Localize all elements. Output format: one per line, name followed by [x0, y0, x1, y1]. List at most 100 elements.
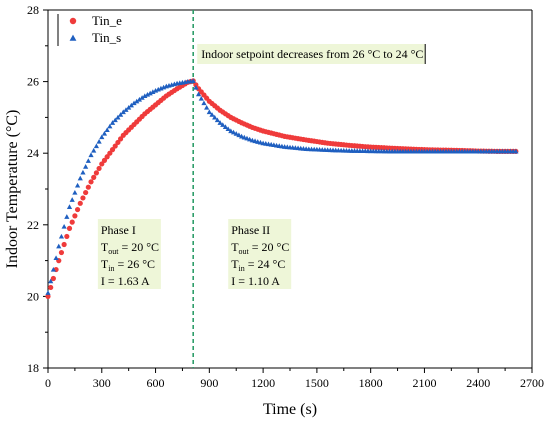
data-point-circle	[69, 219, 75, 225]
data-point-circle	[74, 206, 81, 213]
data-point-triangle	[96, 138, 102, 144]
data-point-triangle	[233, 131, 239, 136]
data-point-triangle	[56, 243, 62, 249]
phase-value: = 26 °C	[114, 257, 155, 271]
data-point-triangle	[209, 112, 215, 117]
phase-subscript: in	[108, 264, 114, 273]
data-point-circle	[193, 82, 199, 88]
legend-label: Tin_e	[92, 13, 122, 28]
data-point-circle	[88, 179, 94, 185]
data-point-triangle	[104, 127, 110, 133]
data-point-triangle	[50, 266, 56, 272]
data-point-circle	[112, 143, 118, 149]
data-point-triangle	[77, 175, 83, 181]
data-point-triangle	[48, 278, 54, 284]
data-point-triangle	[212, 114, 218, 120]
data-point-triangle	[93, 143, 99, 149]
legend-marker-circle	[69, 17, 77, 25]
y-tick-label: 24	[27, 146, 39, 160]
data-point-triangle	[198, 96, 204, 101]
y-tick-label: 20	[27, 289, 39, 303]
phase-value: = 1.63 A	[105, 274, 150, 288]
data-point-triangle	[80, 169, 86, 175]
data-point-triangle	[85, 158, 91, 163]
data-point-triangle	[115, 114, 121, 120]
annotation-box	[197, 44, 426, 64]
x-tick-label: 0	[45, 376, 51, 390]
data-point-circle	[101, 157, 108, 163]
data-point-triangle	[195, 91, 202, 97]
data-point-triangle	[201, 100, 207, 106]
phase-var: T	[101, 257, 109, 271]
annotation-text: Indoor setpoint decreases from 26 °C to …	[201, 47, 423, 61]
data-point-circle	[118, 136, 124, 142]
data-point-triangle	[230, 129, 237, 135]
data-point-triangle	[118, 112, 124, 117]
phase-subscript: out	[239, 247, 250, 256]
data-point-triangle	[120, 109, 126, 115]
x-tick-label: 1500	[305, 376, 329, 390]
data-point-triangle	[147, 90, 153, 96]
data-point-triangle	[225, 126, 231, 132]
y-tick-label: 26	[27, 75, 39, 89]
axis-ticks: 0 300 600 900 1200 1500 1800 2100 2400 2700 18 20 22…	[27, 3, 544, 390]
data-point-circle	[80, 195, 86, 201]
y-axis-title: Indoor Temperature (°C)	[4, 110, 21, 269]
data-point-triangle	[107, 123, 113, 129]
x-tick-label: 2400	[466, 376, 490, 390]
phase-title: Phase II	[231, 223, 270, 237]
phase-var: T	[231, 257, 239, 271]
data-point-triangle	[222, 124, 229, 129]
phase-line: Tin = 24 °C	[231, 257, 285, 273]
data-point-circle	[115, 139, 121, 146]
phase-subscript: in	[239, 264, 245, 273]
data-point-circle	[50, 275, 56, 282]
legend-label: Tin_s	[92, 30, 121, 45]
data-point-circle	[104, 154, 110, 160]
data-point-triangle	[236, 132, 242, 138]
phase-var: I	[231, 274, 235, 288]
data-point-triangle	[142, 93, 148, 98]
data-point-triangle	[131, 100, 137, 106]
phase-value: = 20 °C	[118, 240, 159, 254]
series-tin-s	[45, 78, 519, 295]
data-point-triangle	[190, 78, 196, 83]
data-point-triangle	[61, 223, 67, 229]
data-point-triangle	[136, 96, 143, 102]
data-point-triangle	[220, 122, 226, 127]
x-tick-label: 600	[147, 376, 165, 390]
phase-var: T	[101, 240, 109, 254]
legend-marker-triangle	[69, 34, 77, 41]
data-point-triangle	[45, 290, 51, 295]
phase-box	[97, 219, 161, 289]
data-point-triangle	[214, 117, 220, 123]
x-axis-title: Time (s)	[263, 401, 317, 418]
data-point-triangle	[150, 89, 156, 94]
x-tick-label: 2700	[520, 376, 544, 390]
data-point-triangle	[228, 128, 234, 134]
phase-var: I	[101, 274, 105, 288]
x-tick-label: 1200	[251, 376, 275, 390]
data-point-triangle	[69, 197, 75, 202]
data-point-circle	[45, 293, 51, 299]
data-point-circle	[91, 174, 97, 180]
phase-subscript: out	[108, 247, 119, 256]
data-point-triangle	[126, 104, 132, 110]
data-point-triangle	[64, 214, 70, 219]
data-point-triangle	[206, 109, 212, 115]
data-point-circle	[48, 284, 54, 291]
data-point-triangle	[88, 152, 94, 158]
data-marks	[45, 78, 519, 299]
phase-line: Tin = 26 °C	[101, 257, 155, 273]
data-point-triangle	[204, 104, 210, 110]
y-tick-label: 22	[27, 218, 39, 232]
data-point-triangle	[99, 134, 105, 140]
data-point-circle	[96, 165, 102, 172]
data-point-triangle	[58, 233, 65, 239]
annotations: Indoor setpoint decreases from 26 °C to …	[97, 10, 426, 368]
phase-line: I = 1.63 A	[101, 274, 150, 288]
data-point-triangle	[101, 130, 108, 136]
data-point-circle	[107, 150, 113, 156]
phase-value: = 1.10 A	[235, 274, 280, 288]
